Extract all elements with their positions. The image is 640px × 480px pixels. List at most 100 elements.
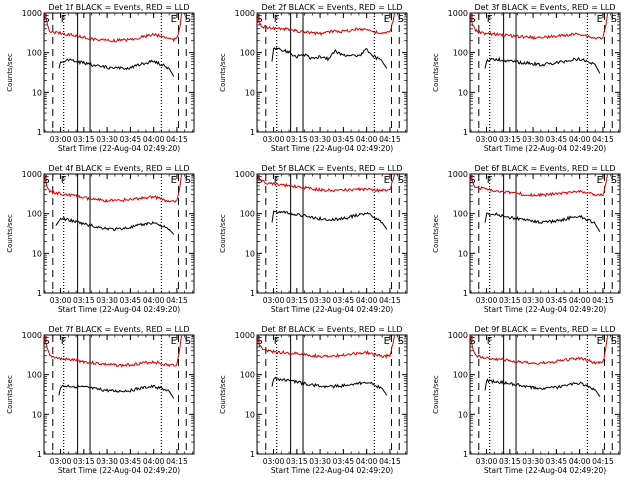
- x-tick-label: 03:30: [522, 457, 544, 466]
- annotation-s: S: [469, 175, 475, 186]
- chart-title: Det 6f BLACK = Events, RED = LLD: [474, 164, 615, 173]
- x-tick-label: 03:30: [522, 296, 544, 305]
- x-tick-label: 03:30: [96, 296, 118, 305]
- annotation-f: F: [61, 336, 67, 347]
- x-tick-label: 04:00: [356, 457, 378, 466]
- plot-frame: [256, 12, 408, 133]
- series-line-events: [271, 376, 388, 396]
- y-axis-label: Counts/sec: [432, 214, 440, 253]
- y-tick-label: 100: [453, 371, 468, 380]
- x-tick-label: 03:00: [476, 135, 498, 144]
- y-axis-label: Counts/sec: [432, 53, 440, 92]
- panel-5: Det 5f BLACK = Events, RED = LLD 1 10 100 10…: [219, 164, 408, 314]
- chart-title: Det 9f BLACK = Events, RED = LLD: [474, 325, 615, 334]
- x-axis-label: Start Time (22-Aug-04 02:49:20): [271, 144, 393, 153]
- y-tick-label: 100: [240, 210, 255, 219]
- y-tick-label: 1: [37, 128, 42, 137]
- annotation-s: S: [611, 336, 617, 347]
- annotation-s: S: [469, 14, 475, 25]
- chart-title: Det 7f BLACK = Events, RED = LLD: [48, 325, 189, 334]
- x-tick-label: 03:45: [120, 457, 142, 466]
- x-tick-label: 03:15: [499, 135, 521, 144]
- annotation-s: S: [256, 336, 262, 347]
- x-tick-label: 04:15: [379, 296, 401, 305]
- x-tick-label: 03:45: [333, 457, 355, 466]
- annotation-s: S: [398, 175, 404, 186]
- y-tick-label: 10: [245, 249, 255, 258]
- chart-title: Det 2f BLACK = Events, RED = LLD: [261, 3, 402, 12]
- x-tick-label: 04:15: [379, 457, 401, 466]
- x-tick-label: 03:00: [263, 457, 285, 466]
- y-axis-label: Counts/sec: [219, 375, 227, 414]
- series-line-events: [58, 384, 175, 399]
- x-tick-label: 03:45: [333, 296, 355, 305]
- chart-title: Det 8f BLACK = Events, RED = LLD: [261, 325, 402, 334]
- x-tick-label: 03:30: [96, 457, 118, 466]
- annotation-s: S: [469, 336, 475, 347]
- y-tick-label: 1000: [235, 170, 255, 179]
- annotation-f: F: [274, 336, 280, 347]
- y-tick-label: 10: [245, 410, 255, 419]
- annotation-s: S: [398, 336, 404, 347]
- x-tick-label: 03:00: [263, 135, 285, 144]
- plot-frame: [469, 173, 621, 294]
- y-tick-label: 1000: [22, 9, 42, 18]
- plot-frame: [43, 334, 195, 455]
- annotation-e: E: [597, 175, 603, 186]
- x-tick-label: 04:15: [592, 135, 614, 144]
- x-tick-label: 04:00: [356, 296, 378, 305]
- y-tick-label: 1000: [448, 331, 468, 340]
- x-tick-label: 04:00: [143, 135, 165, 144]
- x-axis-label: Start Time (22-Aug-04 02:49:20): [271, 305, 393, 314]
- x-tick-label: 03:15: [499, 296, 521, 305]
- panel-9: Det 9f BLACK = Events, RED = LLD 1 10 100 10…: [432, 325, 621, 475]
- y-axis-label: Counts/sec: [219, 53, 227, 92]
- panel-2: Det 2f BLACK = Events, RED = LLD 1 10 100 10…: [219, 3, 408, 153]
- plot-frame: [43, 12, 195, 133]
- x-axis-label: Start Time (22-Aug-04 02:49:20): [58, 466, 180, 475]
- y-tick-label: 1: [37, 289, 42, 298]
- annotation-f: F: [61, 14, 67, 25]
- annotation-e: E: [597, 336, 603, 347]
- y-tick-label: 1: [463, 450, 468, 459]
- y-axis-label: Counts/sec: [219, 214, 227, 253]
- y-tick-label: 1: [250, 450, 255, 459]
- series-line-lld: [469, 12, 609, 41]
- annotation-f: F: [487, 14, 493, 25]
- x-axis-label: Start Time (22-Aug-04 02:49:20): [58, 305, 180, 314]
- annotation-s: S: [43, 175, 49, 186]
- x-tick-label: 03:00: [476, 457, 498, 466]
- x-tick-label: 04:00: [143, 457, 165, 466]
- annotation-s: S: [185, 336, 191, 347]
- annotation-s: S: [611, 175, 617, 186]
- x-tick-label: 03:00: [263, 296, 285, 305]
- y-tick-label: 1000: [448, 9, 468, 18]
- x-tick-label: 03:45: [120, 296, 142, 305]
- annotation-e: E: [384, 14, 390, 25]
- x-tick-label: 04:00: [143, 296, 165, 305]
- series-line-lld: [469, 334, 609, 366]
- x-tick-label: 03:30: [96, 135, 118, 144]
- series-line-events: [484, 56, 601, 74]
- x-tick-label: 04:15: [166, 296, 188, 305]
- x-tick-label: 03:00: [50, 135, 72, 144]
- x-tick-label: 03:15: [73, 135, 95, 144]
- x-tick-label: 04:00: [356, 135, 378, 144]
- x-axis-label: Start Time (22-Aug-04 02:49:20): [271, 466, 393, 475]
- y-tick-label: 10: [458, 410, 468, 419]
- plot-frame: [256, 334, 408, 455]
- annotation-f: F: [487, 336, 493, 347]
- annotation-f: F: [61, 175, 67, 186]
- x-axis-label: Start Time (22-Aug-04 02:49:20): [484, 305, 606, 314]
- series-line-events: [484, 212, 601, 233]
- x-tick-label: 04:00: [569, 135, 591, 144]
- panel-1: Det 1f BLACK = Events, RED = LLD 1 10 100 10…: [6, 3, 195, 153]
- panel-7: Det 7f BLACK = Events, RED = LLD 1 10 100 10…: [6, 325, 195, 475]
- x-tick-label: 04:15: [166, 457, 188, 466]
- y-tick-label: 1: [250, 289, 255, 298]
- y-tick-label: 1000: [235, 9, 255, 18]
- y-tick-label: 10: [458, 249, 468, 258]
- x-tick-label: 03:15: [286, 296, 308, 305]
- panel-8: Det 8f BLACK = Events, RED = LLD 1 10 100 10…: [219, 325, 408, 475]
- annotation-e: E: [384, 336, 390, 347]
